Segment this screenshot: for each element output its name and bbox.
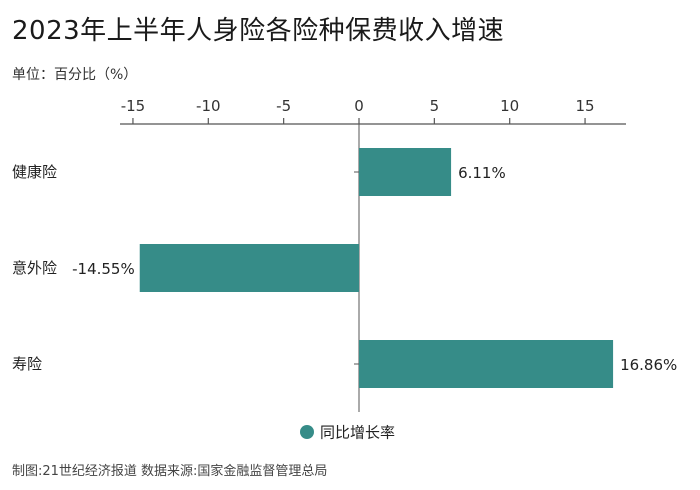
x-tick-label: 0: [354, 97, 364, 115]
data-label: 6.11%: [458, 164, 506, 182]
data-label: 16.86%: [620, 356, 677, 374]
bar: [139, 244, 359, 292]
category-label: 健康险: [12, 163, 57, 181]
unit-label: 单位：百分比（%）: [12, 67, 138, 83]
bar: [359, 340, 614, 388]
chart-title: 2023年上半年人身险各险种保费收入增速: [12, 16, 505, 46]
legend-marker: [300, 425, 314, 439]
legend-label: 同比增长率: [320, 424, 395, 442]
source-footer: 制图:21世纪经济报道 数据来源:国家金融监督管理总局: [12, 464, 328, 479]
x-tick-label: 15: [576, 97, 595, 115]
x-tick-label: 5: [430, 97, 440, 115]
x-tick-label: -15: [121, 97, 146, 115]
category-label: 寿险: [12, 355, 42, 373]
bar: [359, 148, 452, 196]
x-tick-label: 10: [500, 97, 519, 115]
data-label: -14.55%: [72, 260, 135, 278]
x-tick-label: -10: [196, 97, 221, 115]
category-label: 意外险: [12, 259, 57, 277]
x-tick-label: -5: [276, 97, 291, 115]
